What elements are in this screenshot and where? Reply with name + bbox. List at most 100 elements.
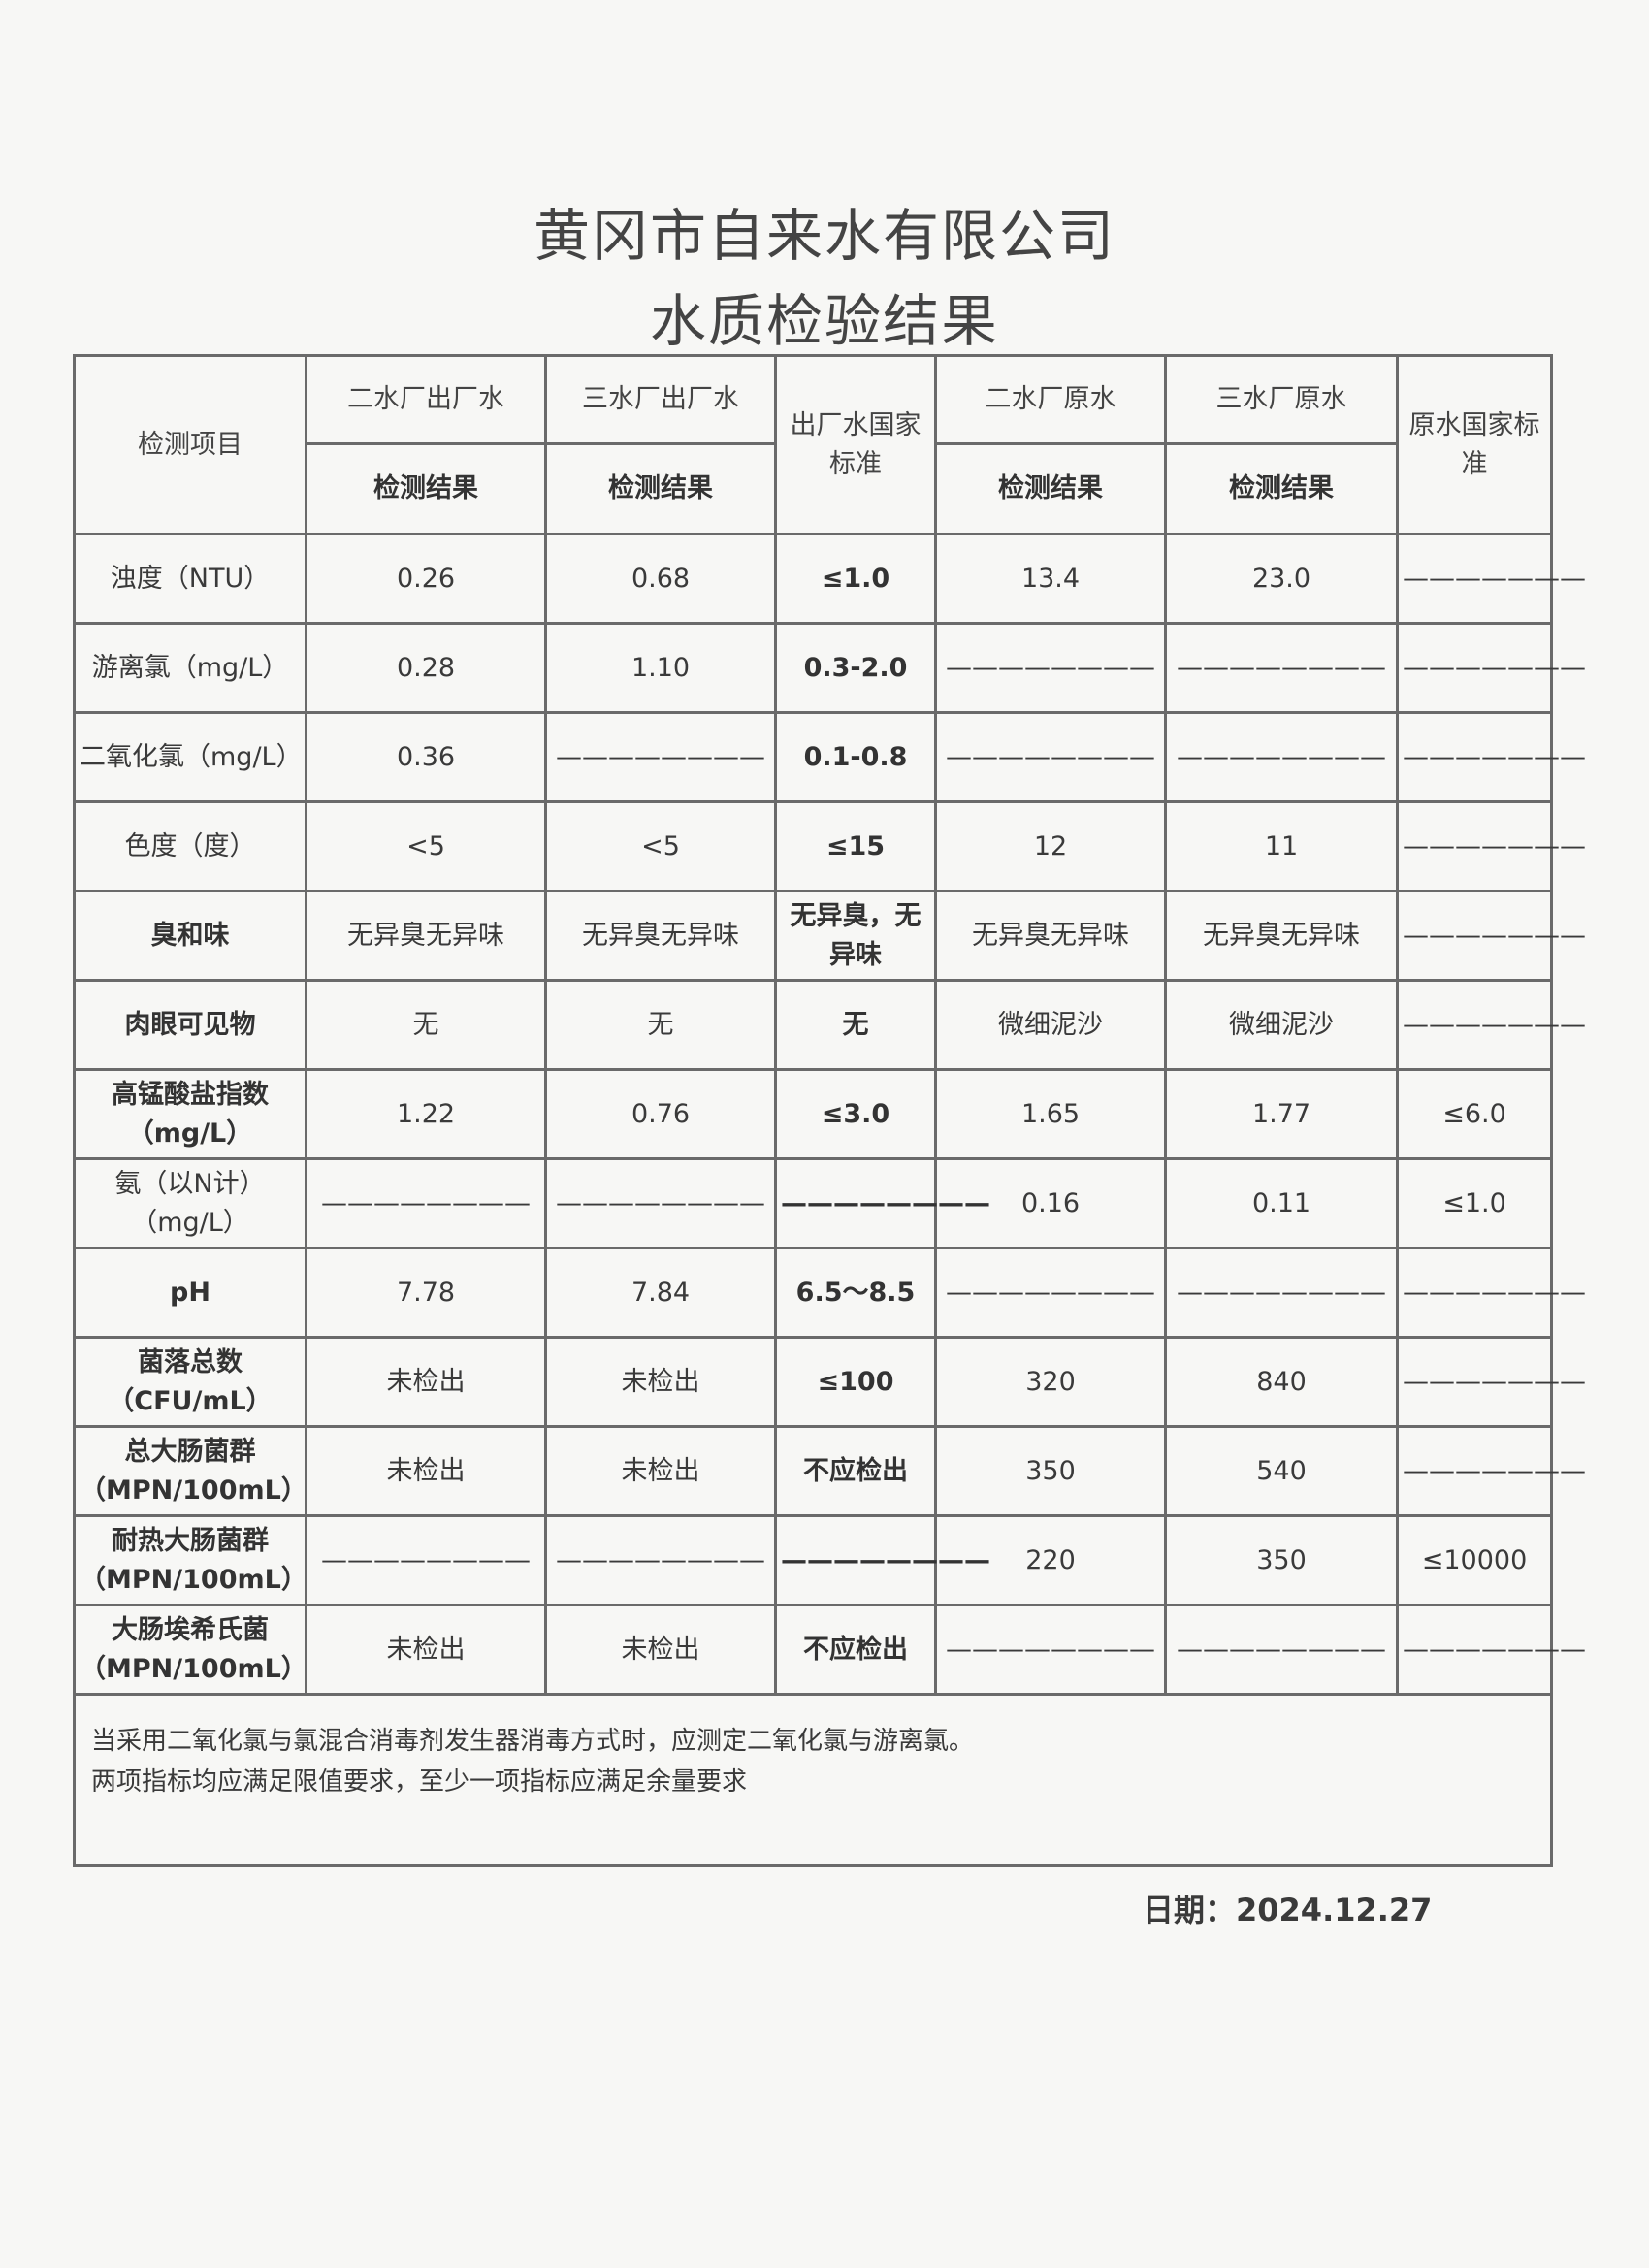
row-value-cell: ———————— bbox=[305, 1157, 547, 1249]
row-value-cell: ≤3.0 bbox=[774, 1068, 937, 1160]
row-value-cell: <5 bbox=[544, 800, 777, 892]
row-value-cell: ———————— bbox=[544, 1157, 777, 1249]
row-value-cell: 320 bbox=[934, 1336, 1167, 1428]
row-value-cell: 840 bbox=[1164, 1336, 1399, 1428]
row-value-cell: ——————— bbox=[1396, 800, 1586, 892]
table-row: 氨（以N计）（mg/L） ———————— ———————— ———————— 0.16… bbox=[73, 1157, 1553, 1249]
row-value-cell: 0.28 bbox=[305, 622, 547, 714]
table-row: 总大肠菌群（MPN/100mL） 未检出 未检出 不应检出 350 540 ——————— bbox=[73, 1425, 1586, 1517]
row-value-cell: ———————— bbox=[544, 711, 777, 803]
row-value-cell: 无异臭，无异味 bbox=[774, 890, 937, 982]
subheader-result: 检测结果 bbox=[305, 442, 547, 535]
row-value-cell: 540 bbox=[1164, 1425, 1399, 1517]
row-value-cell: ———————— bbox=[774, 1514, 990, 1606]
row-value-cell: ≤1.0 bbox=[1396, 1157, 1553, 1249]
row-value-cell: 无异臭无异味 bbox=[934, 890, 1167, 982]
row-value-cell: ≤10000 bbox=[1396, 1514, 1553, 1606]
row-value-cell: ≤6.0 bbox=[1396, 1068, 1553, 1160]
table-row: 浊度（NTU） 0.26 0.68 ≤1.0 13.4 23.0 ——————— bbox=[73, 533, 1586, 625]
report-date: 日期：2024.12.27 bbox=[1143, 1892, 1433, 1928]
row-value-cell: 未检出 bbox=[544, 1425, 777, 1517]
row-value-cell: 1.10 bbox=[544, 622, 777, 714]
row-value-cell: ——————— bbox=[1396, 979, 1586, 1071]
row-value-cell: 6.5～8.5 bbox=[774, 1247, 937, 1339]
row-value-cell: 23.0 bbox=[1164, 533, 1399, 625]
row-value-cell: 350 bbox=[934, 1425, 1167, 1517]
header-plant2-raw: 二水厂原水 bbox=[934, 354, 1167, 445]
row-value-cell: 0.1-0.8 bbox=[774, 711, 937, 803]
row-value-cell: 0.68 bbox=[544, 533, 777, 625]
row-value-cell: ≤15 bbox=[774, 800, 937, 892]
row-value-cell: ———————— bbox=[544, 1514, 777, 1606]
row-value-cell: 未检出 bbox=[544, 1604, 777, 1696]
row-value-cell: ———————— bbox=[774, 1157, 990, 1249]
table-row: 菌落总数（CFU/mL） 未检出 未检出 ≤100 320 840 ——————— bbox=[73, 1336, 1586, 1428]
table-row: pH 7.78 7.84 6.5～8.5 ———————— ———————— ——————— bbox=[73, 1247, 1586, 1339]
row-value-cell: 0.11 bbox=[1164, 1157, 1399, 1249]
row-item-label: 总大肠菌群（MPN/100mL） bbox=[73, 1425, 307, 1517]
table-row: 色度（度） <5 <5 ≤15 12 11 ——————— bbox=[73, 800, 1586, 892]
row-value-cell: 未检出 bbox=[544, 1336, 777, 1428]
row-value-cell: 不应检出 bbox=[774, 1604, 937, 1696]
row-item-label: 耐热大肠菌群（MPN/100mL） bbox=[73, 1514, 307, 1606]
row-value-cell: ———————— bbox=[934, 711, 1167, 803]
row-value-cell: 1.77 bbox=[1164, 1068, 1399, 1160]
table-row: 耐热大肠菌群（MPN/100mL） ———————— ———————— ———————… bbox=[73, 1514, 1553, 1606]
row-value-cell: ———————— bbox=[1164, 1604, 1399, 1696]
row-value-cell: ——————— bbox=[1396, 1604, 1586, 1696]
row-value-cell: <5 bbox=[305, 800, 547, 892]
row-item-label: 色度（度） bbox=[73, 800, 307, 892]
row-value-cell: 0.26 bbox=[305, 533, 547, 625]
row-value-cell: 1.65 bbox=[934, 1068, 1167, 1160]
row-item-label: 菌落总数（CFU/mL） bbox=[73, 1336, 307, 1428]
row-item-label: 氨（以N计）（mg/L） bbox=[73, 1157, 307, 1249]
row-value-cell: 无异臭无异味 bbox=[544, 890, 777, 982]
row-value-cell: 未检出 bbox=[305, 1425, 547, 1517]
water-quality-table: 检测项目 二水厂出厂水 三水厂出厂水 出厂水国家标准 二水厂原水 三水厂原水 原… bbox=[73, 354, 1586, 1867]
table-row: 大肠埃希氏菌（MPN/100mL） 未检出 未检出 不应检出 ———————— —————… bbox=[73, 1604, 1586, 1696]
row-value-cell: 未检出 bbox=[305, 1604, 547, 1696]
row-value-cell: 0.16 bbox=[934, 1157, 1167, 1249]
header-plant2-output: 二水厂出厂水 bbox=[305, 354, 547, 445]
table-row: 游离氯（mg/L） 0.28 1.10 0.3-2.0 ———————— ————————… bbox=[73, 622, 1586, 714]
row-value-cell: 220 bbox=[934, 1514, 1167, 1606]
row-value-cell: 7.78 bbox=[305, 1247, 547, 1339]
row-item-label: 高锰酸盐指数（mg/L） bbox=[73, 1068, 307, 1160]
table-row: 臭和味 无异臭无异味 无异臭无异味 无异臭，无异味 无异臭无异味 无异臭无异味 ——————… bbox=[73, 890, 1586, 982]
table-row: 肉眼可见物无无无微细泥沙 微细泥沙 ——————— bbox=[73, 979, 1586, 1071]
row-value-cell: ———————— bbox=[934, 622, 1167, 714]
row-item-label: 大肠埃希氏菌（MPN/100mL） bbox=[73, 1604, 307, 1696]
row-value-cell: ——————— bbox=[1396, 533, 1586, 625]
subheader-result: 检测结果 bbox=[544, 442, 777, 535]
row-value-cell: ——————— bbox=[1396, 711, 1586, 803]
row-value-cell: ≤100 bbox=[774, 1336, 937, 1428]
subheader-result: 检测结果 bbox=[934, 442, 1167, 535]
row-value-cell: 13.4 bbox=[934, 533, 1167, 625]
row-value-cell: 0.3-2.0 bbox=[774, 622, 937, 714]
row-value-cell: ≤1.0 bbox=[774, 533, 937, 625]
document-title: 黄冈市自来水有限公司 bbox=[533, 203, 1116, 269]
row-item-label: 游离氯（mg/L） bbox=[73, 622, 307, 714]
row-value-cell: ——————— bbox=[1396, 622, 1586, 714]
row-value-cell: 微细泥沙 bbox=[1164, 979, 1399, 1071]
row-item-label: 二氧化氯（mg/L） bbox=[73, 711, 307, 803]
row-value-cell: 0.36 bbox=[305, 711, 547, 803]
footnote: 当采用二氧化氯与氯混合消毒剂发生器消毒方式时，应测定二氧化氯与游离氯。 两项指标均… bbox=[73, 1693, 1553, 1867]
row-value-cell: 无 bbox=[774, 979, 937, 1071]
row-item-label: 浊度（NTU） bbox=[73, 533, 307, 625]
row-value-cell: 12 bbox=[934, 800, 1167, 892]
row-value-cell: ———————— bbox=[1164, 622, 1399, 714]
row-value-cell: 微细泥沙 bbox=[934, 979, 1167, 1071]
row-value-cell: 11 bbox=[1164, 800, 1399, 892]
row-item-label: 臭和味 bbox=[73, 890, 307, 982]
header-plant3-output: 三水厂出厂水 bbox=[544, 354, 777, 445]
table-row: 高锰酸盐指数（mg/L） 1.22 0.76 ≤3.0 1.65 1.77 ≤6.0 bbox=[73, 1068, 1553, 1160]
row-value-cell: 350 bbox=[1164, 1514, 1399, 1606]
row-value-cell: ———————— bbox=[1164, 1247, 1399, 1339]
subheader-result: 检测结果 bbox=[1164, 442, 1399, 535]
row-value-cell: 无异臭无异味 bbox=[305, 890, 547, 982]
row-value-cell: ——————— bbox=[1396, 1336, 1586, 1428]
row-value-cell: 无异臭无异味 bbox=[1164, 890, 1399, 982]
row-value-cell: 不应检出 bbox=[774, 1425, 937, 1517]
row-value-cell: 7.84 bbox=[544, 1247, 777, 1339]
